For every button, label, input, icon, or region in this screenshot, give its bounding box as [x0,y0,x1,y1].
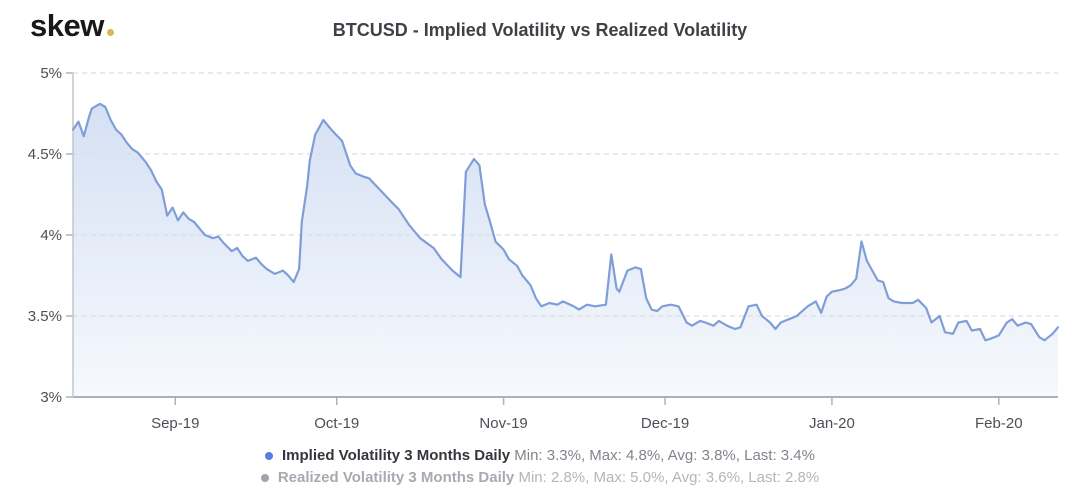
y-axis-label: 4% [40,227,62,244]
skew-logo[interactable]: skew [30,8,114,44]
chart-legend: Implied Volatility 3 Months Daily Min: 3… [0,446,1080,487]
legend-series-name: Implied Volatility 3 Months Daily [282,447,511,464]
logo-dot [106,29,114,36]
x-axis-label: Sep-19 [151,415,199,432]
series-line [71,102,1060,342]
legend-series-stats: Min: 3.3%, Max: 4.8%, Avg: 3.8%, Last: 3… [514,447,815,464]
x-axis-label: Dec-19 [641,415,689,432]
y-axis-label: 3.5% [28,308,62,325]
legend-series-name: Realized Volatility 3 Months Daily [277,469,515,486]
y-axis-label: 3% [40,389,62,406]
series-area-fill [73,103,1058,398]
skew-logo-text: skew [30,8,104,43]
x-axis-label: Nov-19 [479,415,527,432]
legend-bullet-icon [260,473,269,482]
x-axis-label: Feb-20 [975,415,1023,432]
legend-bullet-icon [265,451,273,460]
chart-title: BTCUSD - Implied Volatility vs Realized … [332,20,748,40]
x-axis-label: Jan-20 [809,415,855,432]
y-axis-label: 4.5% [28,146,62,163]
legend-series-stats: Min: 2.8%, Max: 5.0%, Avg: 3.6%, Last: 2… [518,469,820,486]
legend-row[interactable]: Implied Volatility 3 Months Daily Min: 3… [265,446,815,465]
legend-row[interactable]: Realized Volatility 3 Months Daily Min: … [260,468,820,487]
y-axis-label: 5% [40,65,62,82]
x-axis-label: Oct-19 [314,415,359,432]
